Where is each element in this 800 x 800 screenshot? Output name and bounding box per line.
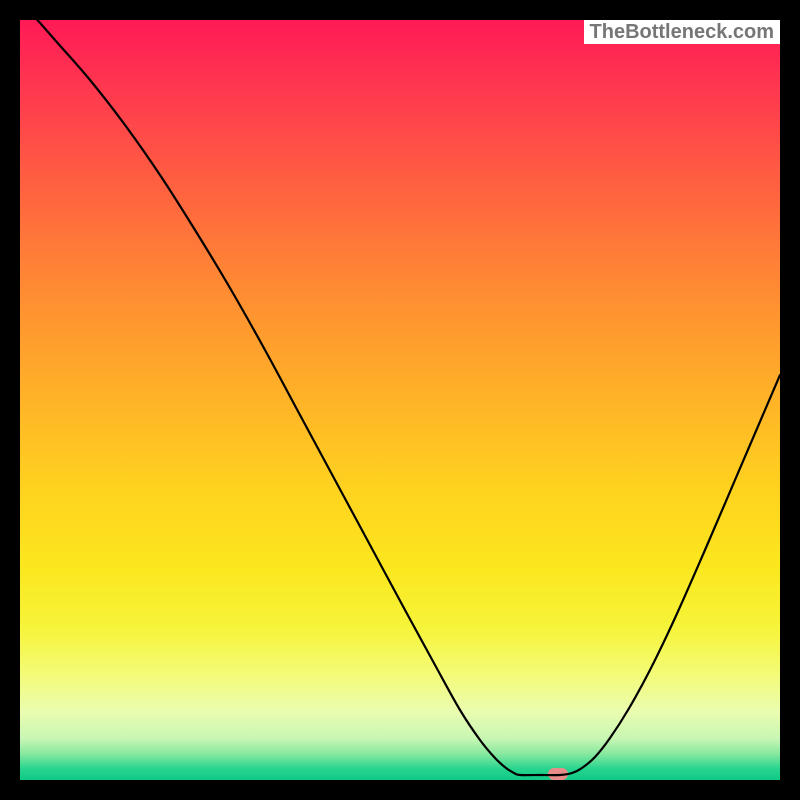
curve-path <box>20 20 780 775</box>
watermark-text: TheBottleneck.com <box>590 21 774 44</box>
watermark: TheBottleneck.com <box>584 20 780 44</box>
bottleneck-curve <box>20 20 780 780</box>
plot-area: TheBottleneck.com <box>20 20 780 780</box>
chart-frame: TheBottleneck.com <box>0 0 800 800</box>
